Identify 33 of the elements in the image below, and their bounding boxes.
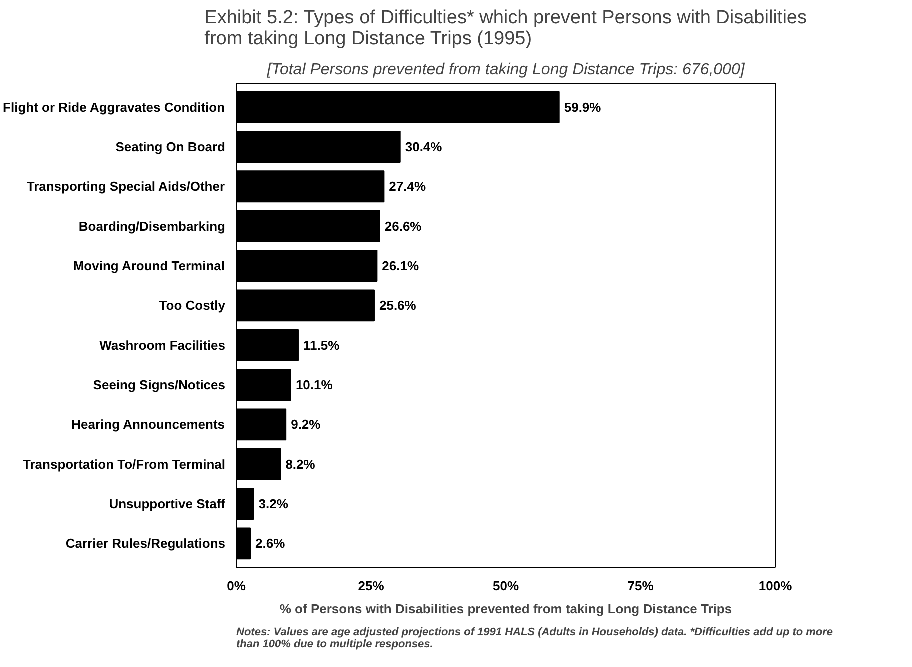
y-tick-label: Seating On Board	[116, 139, 226, 154]
y-tick-label: Flight or Ride Aggravates Condition	[3, 100, 226, 115]
data-label: 27.4%	[389, 179, 426, 194]
x-tick-label: 100%	[758, 578, 793, 594]
y-tick-label: Unsupportive Staff	[109, 496, 226, 512]
y-tick-label: Hearing Announcements	[72, 417, 226, 432]
data-label: 10.1%	[296, 378, 334, 393]
data-label: 3.2%	[258, 496, 289, 512]
x-tick-label: 25%	[358, 578, 385, 594]
x-tick-label: 50%	[492, 578, 520, 594]
y-tick-label: Transporting Special Aids/Other	[26, 179, 226, 194]
y-tick-label: Carrier Rules/Regulations	[66, 536, 226, 552]
y-tick-label: Washroom Facilities	[100, 338, 226, 353]
x-tick-label: 75%	[628, 578, 654, 594]
y-tick-label: Seeing Signs/Notices	[93, 378, 226, 393]
x-tick-label: 0%	[227, 578, 246, 594]
y-tick-label: Transportation To/From Terminal	[23, 456, 226, 472]
data-label: 2.6%	[256, 536, 286, 552]
data-label: 25.6%	[379, 298, 417, 314]
data-label: 11.5%	[303, 338, 340, 353]
data-label: 30.4%	[405, 139, 443, 154]
data-label: 26.1%	[382, 258, 420, 274]
data-label: 8.2%	[286, 456, 316, 472]
y-tick-label: Boarding/Disembarking	[78, 218, 226, 234]
y-tick-label: Too Costly	[159, 298, 226, 314]
y-tick-label: Moving Around Terminal	[73, 258, 226, 274]
text: Notes: Values are age adjusted projections of 1991 HALS (Adults in Households) data. *Difficulties add up to more than 100% due to multiple responses.	[236, 626, 834, 650]
data-label: 59.9%	[564, 100, 602, 115]
data-label: 9.2%	[291, 417, 322, 432]
chart-subtitle: [Total Persons prevented from taking Long Distance Trips: 676,000]	[266, 62, 746, 78]
chart-title: Exhibit 5.2: Types of Difficulties* which prevent Persons with Disabilities from taking Long Distance Trips (1995)	[204, 8, 807, 50]
data-label: 26.6%	[384, 218, 422, 234]
x-axis-title: % of Persons with Disabilities prevented from taking Long Distance Trips	[280, 602, 732, 616]
